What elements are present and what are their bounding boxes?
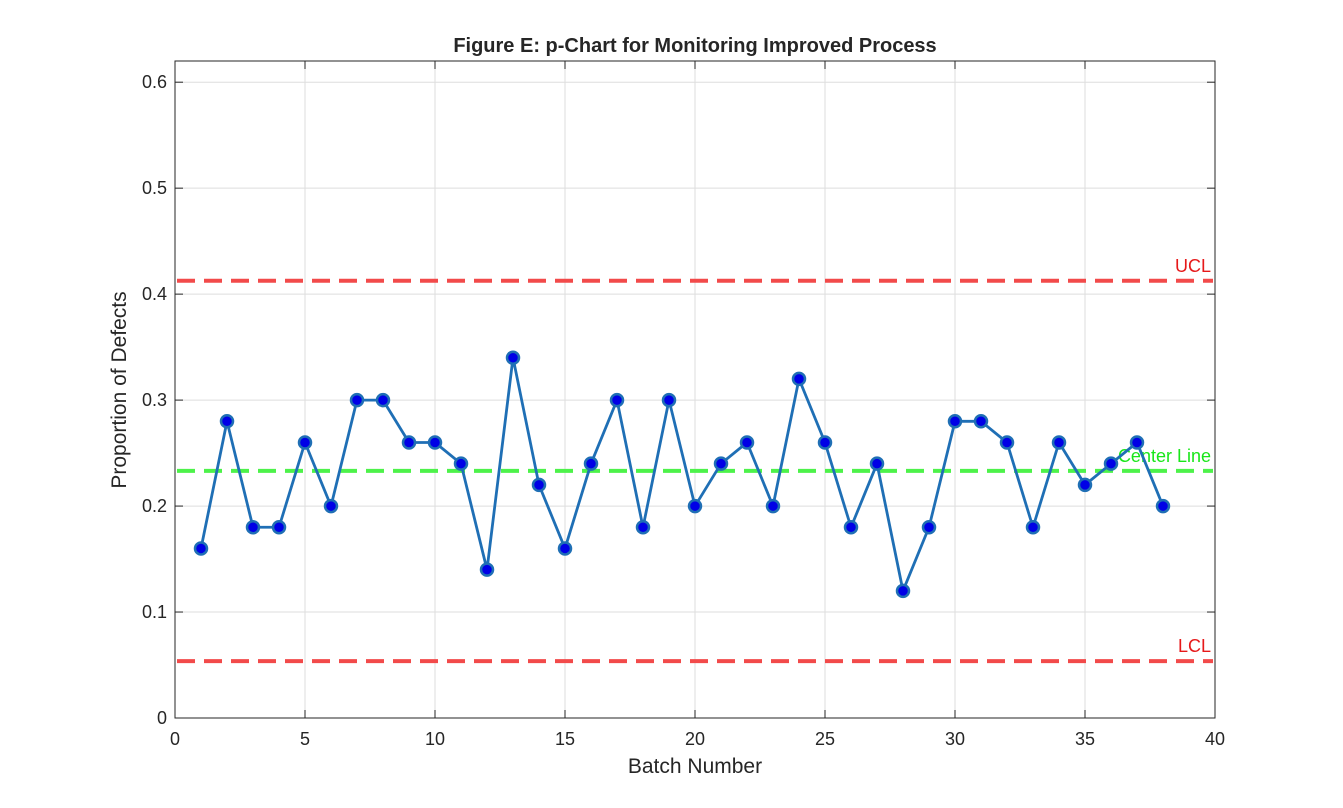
data-point	[453, 456, 469, 471]
grid	[175, 61, 1215, 718]
x-axis-label: Batch Number	[628, 755, 762, 778]
y-tick-label: 0	[157, 708, 167, 728]
data-point	[505, 350, 521, 365]
data-point	[713, 456, 729, 471]
data-point	[401, 435, 417, 450]
data-series	[193, 350, 1171, 599]
axes: 0 5 10 15 20 25 30 35 40 0 0.1 0.2 0.3 0.4 0.5 0.6	[142, 60, 1225, 749]
x-tick-label: 35	[1075, 729, 1095, 749]
data-point	[791, 371, 807, 387]
x-tick-label: 15	[555, 729, 575, 749]
data-point	[245, 520, 261, 535]
reference-label-lcl: LCL	[1178, 636, 1211, 656]
data-point	[193, 541, 209, 556]
x-tick-label: 20	[685, 729, 705, 749]
data-point	[323, 498, 339, 514]
y-tick-label: 0.1	[142, 602, 167, 622]
x-tick-label: 0	[170, 729, 180, 749]
data-point	[895, 583, 911, 599]
x-tick-label: 5	[300, 729, 310, 749]
y-tick-label: 0.2	[142, 496, 167, 516]
data-point	[1025, 520, 1041, 535]
x-tick-label: 10	[425, 729, 445, 749]
data-point	[479, 562, 495, 577]
data-point	[1103, 456, 1119, 471]
y-tick-label: 0.6	[142, 72, 167, 92]
y-tick-label: 0.3	[142, 390, 167, 410]
data-point	[765, 498, 781, 514]
x-tick-label: 25	[815, 729, 835, 749]
data-point	[583, 456, 599, 471]
data-point	[661, 392, 677, 408]
data-point	[1155, 498, 1171, 514]
reference-label-ucl: UCL	[1175, 256, 1211, 276]
chart-title: Figure E: p-Chart for Monitoring Improve…	[453, 35, 936, 57]
data-point	[843, 520, 859, 535]
data-point	[427, 435, 443, 450]
data-point	[219, 414, 235, 429]
data-point	[1129, 435, 1145, 450]
data-point	[869, 456, 885, 471]
data-point	[947, 414, 963, 429]
data-point	[1051, 435, 1067, 450]
x-tick-label: 30	[945, 729, 965, 749]
data-point	[635, 520, 651, 535]
data-point	[557, 541, 573, 556]
data-point	[271, 520, 287, 535]
data-point	[297, 435, 313, 450]
y-tick-label: 0.4	[142, 284, 167, 304]
data-point	[999, 435, 1015, 450]
x-tick-label: 40	[1205, 729, 1225, 749]
data-point	[609, 392, 625, 408]
data-point	[349, 392, 365, 408]
data-point	[973, 414, 989, 429]
data-point	[817, 435, 833, 450]
y-axis-label: Proportion of Defects	[108, 291, 131, 488]
y-tick-label: 0.5	[142, 178, 167, 198]
data-point	[921, 520, 937, 535]
data-point	[375, 392, 391, 408]
series-line	[199, 356, 1165, 593]
data-point	[739, 435, 755, 450]
data-point	[531, 477, 547, 493]
data-point	[687, 498, 703, 514]
data-point	[1077, 477, 1093, 493]
reference-label-center-line: Center Line	[1118, 446, 1211, 466]
